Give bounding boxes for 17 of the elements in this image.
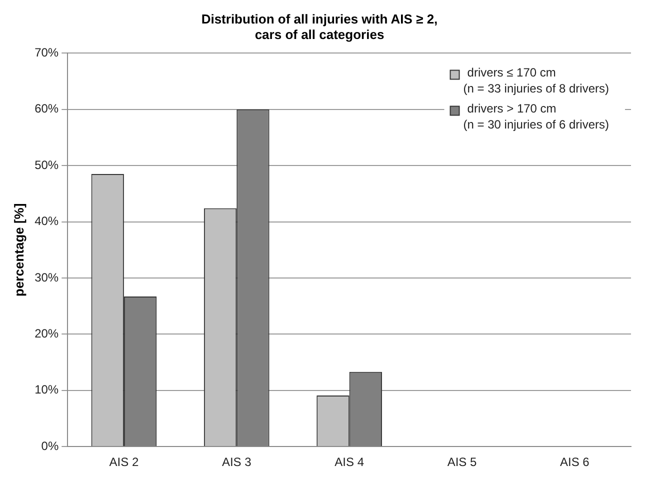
x-tick-label: AIS 4 xyxy=(334,455,364,470)
y-tick-label: 70% xyxy=(34,46,59,60)
y-tick-label: 30% xyxy=(34,270,59,284)
y-tick-label: 60% xyxy=(34,102,59,116)
x-tick-label: AIS 3 xyxy=(222,455,252,470)
y-tick-label: 10% xyxy=(34,382,59,397)
y-axis-title: percentage [%] xyxy=(11,203,26,296)
y-tick-label: 40% xyxy=(34,214,59,228)
chart-title: Distribution of all injuries with AIS ≥ 2, cars of all categories xyxy=(201,11,438,42)
legend-label: drivers > 170 cm (n = 30 injuries of 6 drivers) xyxy=(463,102,610,132)
y-tick-label: 20% xyxy=(34,326,59,341)
legend-label: drivers ≤ 170 cm (n = 33 injuries of 8 drivers) xyxy=(463,66,610,96)
x-tick-label: AIS 5 xyxy=(447,455,477,470)
x-tick-label: AIS 6 xyxy=(560,455,590,470)
y-tick-label: 0% xyxy=(41,438,59,453)
y-tick-label: 50% xyxy=(34,158,59,172)
x-tick-label: AIS 2 xyxy=(109,455,139,470)
